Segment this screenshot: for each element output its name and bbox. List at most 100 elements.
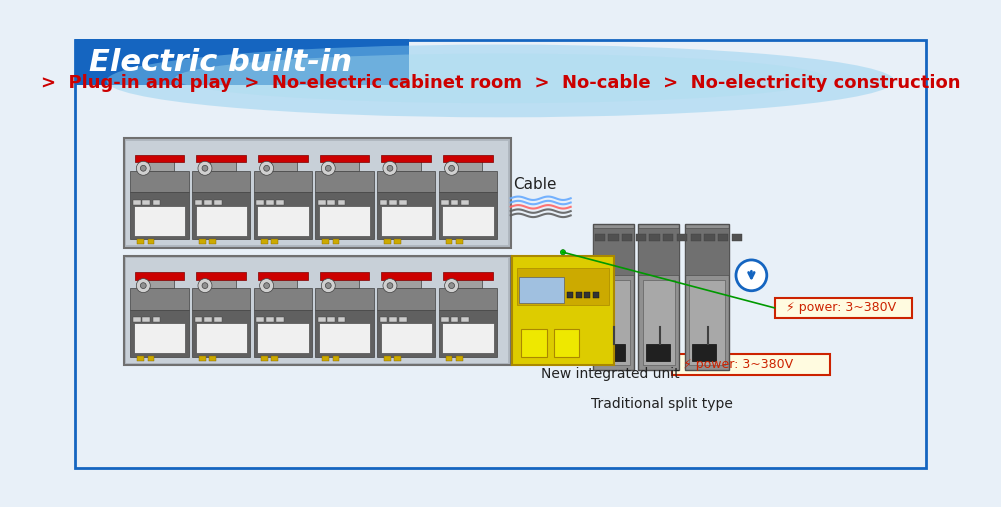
Circle shape <box>202 283 208 288</box>
Bar <box>442 323 493 353</box>
Bar <box>384 238 390 244</box>
Bar <box>456 278 482 288</box>
Bar <box>209 238 216 244</box>
Bar <box>389 200 396 205</box>
Circle shape <box>259 161 273 175</box>
Bar <box>379 317 387 322</box>
Bar <box>399 317 407 322</box>
Bar <box>461 317 468 322</box>
Bar <box>256 200 264 205</box>
Circle shape <box>387 283 392 288</box>
Bar <box>394 278 420 288</box>
Bar <box>195 200 202 205</box>
Text: Electric built-in: Electric built-in <box>89 48 352 77</box>
Bar <box>377 288 435 310</box>
Bar <box>377 310 435 357</box>
Bar <box>271 278 297 288</box>
Bar <box>192 171 250 192</box>
Bar <box>257 206 308 236</box>
Bar <box>199 356 206 361</box>
Bar <box>319 155 369 162</box>
Bar <box>438 310 497 357</box>
Bar <box>394 161 420 171</box>
Circle shape <box>383 279 397 293</box>
Bar <box>195 323 247 353</box>
Bar <box>266 317 273 322</box>
Bar <box>333 278 359 288</box>
Bar <box>126 141 509 245</box>
Bar <box>254 171 312 192</box>
Bar <box>196 272 246 280</box>
Bar <box>394 238 401 244</box>
Bar <box>521 329 547 357</box>
Bar <box>636 234 646 241</box>
Bar <box>315 171 373 192</box>
Bar <box>438 192 497 239</box>
Bar <box>130 192 189 239</box>
Bar <box>153 317 160 322</box>
Ellipse shape <box>106 45 895 117</box>
Bar <box>441 317 449 322</box>
Circle shape <box>136 279 150 293</box>
Bar <box>646 344 670 361</box>
Bar <box>664 234 674 241</box>
Circle shape <box>321 161 335 175</box>
Bar <box>455 238 462 244</box>
Bar <box>456 161 482 171</box>
Text: >  Plug-in and play  >  No-electric cabinet room  >  No-cable  >  No-electricity: > Plug-in and play > No-electric cabinet… <box>41 74 960 92</box>
Bar <box>130 288 189 310</box>
Bar <box>327 317 335 322</box>
Bar <box>137 356 144 361</box>
Bar <box>377 192 435 239</box>
Bar <box>135 155 184 162</box>
Bar <box>327 200 335 205</box>
Bar <box>609 234 619 241</box>
Text: ⚡ power: 3~380V: ⚡ power: 3~380V <box>683 358 793 371</box>
Bar <box>137 238 144 244</box>
Bar <box>133 317 141 322</box>
Bar <box>602 344 626 361</box>
Bar <box>513 256 614 365</box>
Bar <box>379 200 387 205</box>
Bar <box>705 234 715 241</box>
Bar <box>153 200 160 205</box>
Circle shape <box>561 249 566 255</box>
Bar <box>192 192 250 239</box>
Bar <box>639 228 680 275</box>
Bar <box>134 323 185 353</box>
Bar <box>254 310 312 357</box>
Bar <box>266 200 273 205</box>
Bar <box>134 206 185 236</box>
Circle shape <box>325 165 331 171</box>
Bar <box>204 317 212 322</box>
Bar <box>576 293 582 299</box>
Bar <box>520 277 564 303</box>
Bar <box>199 238 206 244</box>
Bar <box>445 238 452 244</box>
Bar <box>195 317 202 322</box>
Bar <box>384 356 390 361</box>
Bar <box>271 356 278 361</box>
Bar <box>315 288 373 310</box>
Ellipse shape <box>175 54 826 103</box>
Bar <box>195 206 247 236</box>
Circle shape <box>444 161 458 175</box>
Bar <box>124 256 511 365</box>
Bar <box>260 238 267 244</box>
Bar <box>214 317 222 322</box>
Bar <box>124 138 511 248</box>
Bar <box>441 200 449 205</box>
Bar <box>319 323 370 353</box>
Bar <box>147 356 154 361</box>
Bar <box>689 280 725 365</box>
Circle shape <box>198 161 212 175</box>
Circle shape <box>383 161 397 175</box>
Bar <box>75 39 408 85</box>
Bar <box>258 155 307 162</box>
Bar <box>450 317 458 322</box>
Bar <box>693 344 717 361</box>
Bar <box>142 200 150 205</box>
Bar <box>568 293 574 299</box>
Circle shape <box>136 161 150 175</box>
Circle shape <box>448 165 454 171</box>
